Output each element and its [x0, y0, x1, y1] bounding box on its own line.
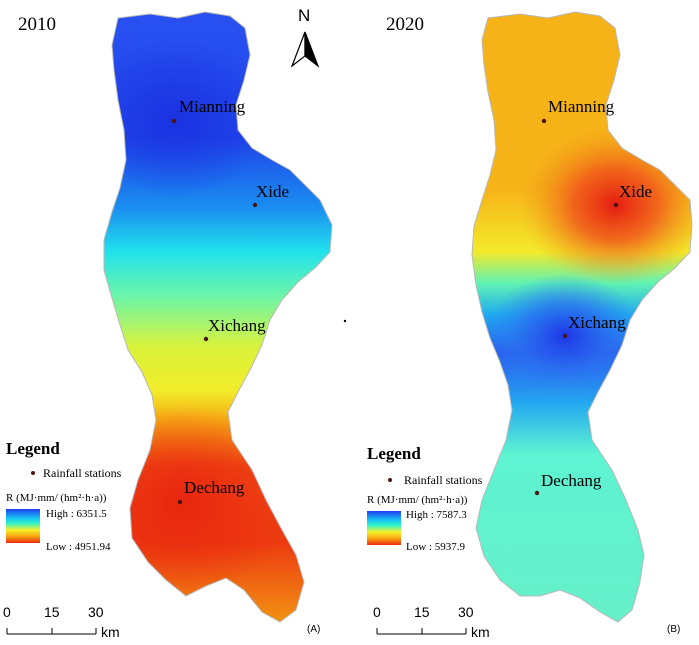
legend-high-b: High : 7587.3	[406, 509, 467, 521]
station-label-xide-a: Xide	[256, 182, 290, 201]
north-arrow-icon	[290, 31, 320, 68]
station-label-dechang-a: Dechang	[184, 478, 245, 497]
year-label-a: 2010	[18, 14, 56, 35]
year-label-b: 2020	[386, 14, 424, 35]
scale-tick-30-b: 30	[458, 604, 474, 620]
legend-low-a: Low : 4951.94	[46, 541, 111, 553]
scale-tick-0-a: 0	[3, 604, 11, 620]
station-label-dechang-b: Dechang	[541, 471, 602, 490]
panel-tag-a: (A)	[307, 624, 321, 635]
station-label-mianning-b: Mianning	[548, 97, 615, 116]
legend-station-label-b: Rainfall stations	[404, 473, 483, 487]
scale-tick-0-b: 0	[373, 604, 381, 620]
station-dot-xichang-a	[203, 336, 209, 342]
legend-r-label-a: R (MJ·mm/ (hm²·h·a))	[6, 492, 107, 504]
scale-tick-15-a: 15	[44, 604, 60, 620]
station-label-mianning-a: Mianning	[179, 97, 246, 116]
station-dot-dechang-b	[534, 490, 540, 496]
legend-r-label-b: R (MJ·mm/ (hm²·h·a))	[367, 494, 468, 506]
scale-unit-b: km	[471, 624, 490, 640]
map-a-surface	[104, 12, 332, 622]
station-dot-xide-a	[252, 202, 258, 208]
legend-title-b: Legend	[367, 444, 421, 463]
scale-bar-b	[376, 628, 467, 635]
scale-bar-a	[6, 628, 97, 635]
legend-low-b: Low : 5937.9	[406, 541, 465, 553]
station-label-xide-b: Xide	[619, 182, 653, 201]
station-label-xichang-b: Xichang	[568, 313, 626, 332]
legend-high-a: High : 6351.5	[46, 508, 107, 520]
station-dot-mianning-a	[171, 118, 177, 124]
scale-tick-30-a: 30	[88, 604, 104, 620]
north-label: N	[298, 6, 311, 25]
legend-title-a: Legend	[6, 439, 60, 458]
color-ramp-b	[367, 511, 401, 545]
station-dot-mianning-b	[541, 118, 547, 124]
legend-station-label-a: Rainfall stations	[43, 466, 122, 480]
scale-unit-a: km	[101, 624, 120, 640]
legend-station-dot-b	[388, 478, 392, 482]
panel-tag-b: (B)	[667, 624, 681, 635]
station-dot-dechang-a	[177, 499, 183, 505]
scale-tick-15-b: 15	[414, 604, 430, 620]
station-dot-xichang-b	[562, 333, 568, 339]
station-label-xichang-a: Xichang	[208, 316, 266, 335]
color-ramp-a	[6, 509, 40, 543]
legend-station-dot-a	[31, 471, 35, 475]
station-dot-xide-b	[613, 202, 619, 208]
